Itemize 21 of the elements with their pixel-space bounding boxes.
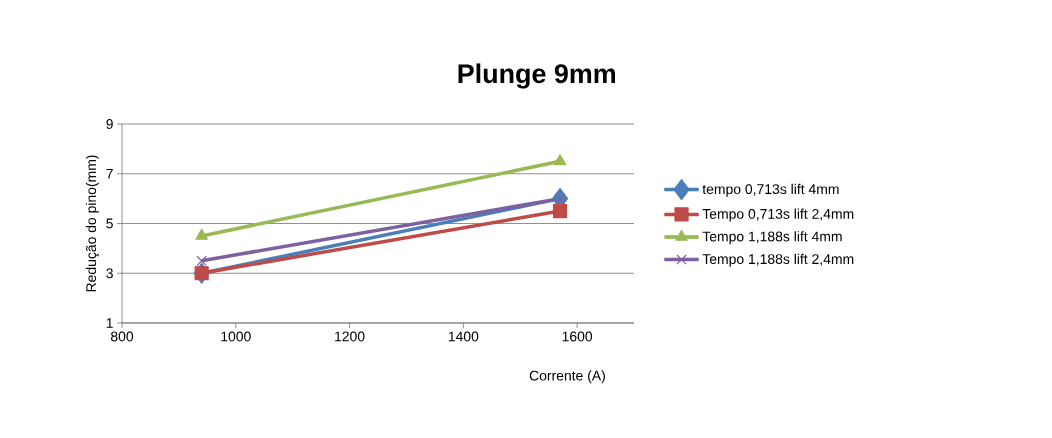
x-tick-label: 1400 — [448, 331, 479, 342]
x-tick-label: 1600 — [562, 331, 593, 342]
point — [554, 193, 566, 204]
x-axis-title: Corrente (A) — [529, 370, 605, 384]
y-tick-label: 3 — [106, 268, 113, 279]
legend-label: Tempo 1,188s lift 2,4mm — [702, 253, 854, 267]
chart-title: Plunge 9mm — [458, 63, 616, 89]
point — [194, 266, 209, 281]
y-tick-label: 9 — [106, 119, 113, 129]
y-axis-title: Redução do pino(mm) — [85, 155, 99, 292]
point — [196, 255, 207, 266]
x-tick-label: 800 — [110, 331, 134, 342]
x-tick-label: 1000 — [221, 331, 251, 342]
x-tick-label: 1200 — [335, 331, 365, 342]
y-tick-label: 7 — [106, 168, 113, 179]
legend-label: tempo 0,713s lift 4mm — [702, 183, 839, 197]
y-tick-label: 1 — [106, 318, 113, 328]
legend-label: Tempo 0,713s lift 2,4mm — [702, 208, 854, 222]
point — [552, 203, 568, 219]
y-tick-label: 5 — [106, 218, 113, 229]
legend-label: Tempo 1,188s lift 4mm — [702, 231, 842, 245]
